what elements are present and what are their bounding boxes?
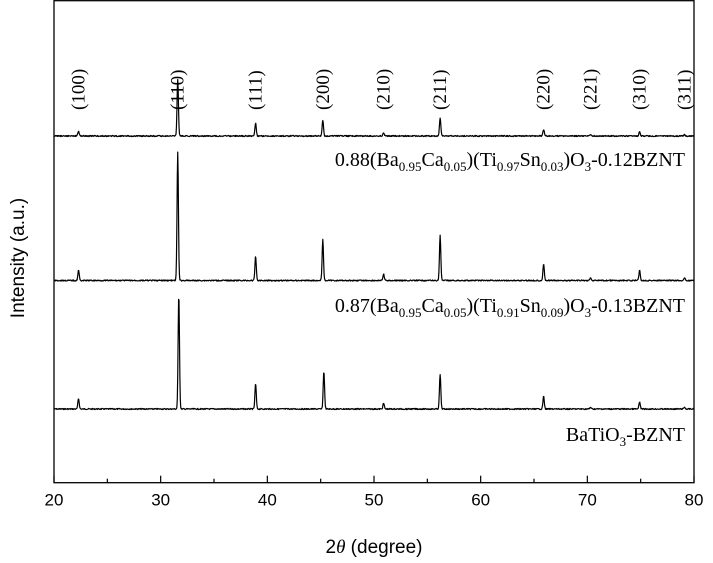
x-axis-label: 2θ (degree) — [325, 537, 422, 558]
traces-group — [54, 79, 694, 409]
xrd-trace — [54, 152, 694, 281]
peak-hkl-label: (221) — [581, 69, 602, 110]
peak-hkl-label: (210) — [374, 69, 395, 110]
series-label: 0.87(Ba0.95Ca0.05)(Ti0.91Sn0.09)O3-0.13B… — [335, 295, 685, 320]
peak-hkl-label: (200) — [313, 69, 334, 110]
x-tick-label: 20 — [45, 491, 64, 510]
peak-hkl-label: (111) — [246, 70, 267, 110]
x-tick-label: 60 — [471, 491, 490, 510]
labels-group: BaTiO3-BZNT 0.87(Ba0.95Ca0.05)(Ti0.91Sn0.… — [69, 69, 696, 449]
x-tick-label: 30 — [151, 491, 170, 510]
x-ticks-group: 20 30 40 50 60 70 80 — [45, 476, 704, 510]
peak-hkl-label: (311) — [674, 70, 695, 110]
x-tick-label: 80 — [685, 491, 704, 510]
peak-hkl-label: (100) — [69, 69, 90, 110]
x-tick-label: 70 — [578, 491, 597, 510]
series-label: BaTiO3-BZNT — [566, 424, 685, 449]
peak-hkl-label: (211) — [430, 70, 451, 110]
peak-hkl-label: (310) — [630, 69, 651, 110]
peak-hkl-label: (110) — [168, 70, 189, 110]
y-axis-label: Intensity (a.u.) — [8, 198, 29, 318]
series-label: 0.88(Ba0.95Ca0.05)(Ti0.97Sn0.03)O3-0.12B… — [335, 149, 685, 174]
peak-hkl-label: (220) — [534, 69, 555, 110]
x-tick-label: 50 — [365, 491, 384, 510]
x-tick-label: 40 — [258, 491, 277, 510]
